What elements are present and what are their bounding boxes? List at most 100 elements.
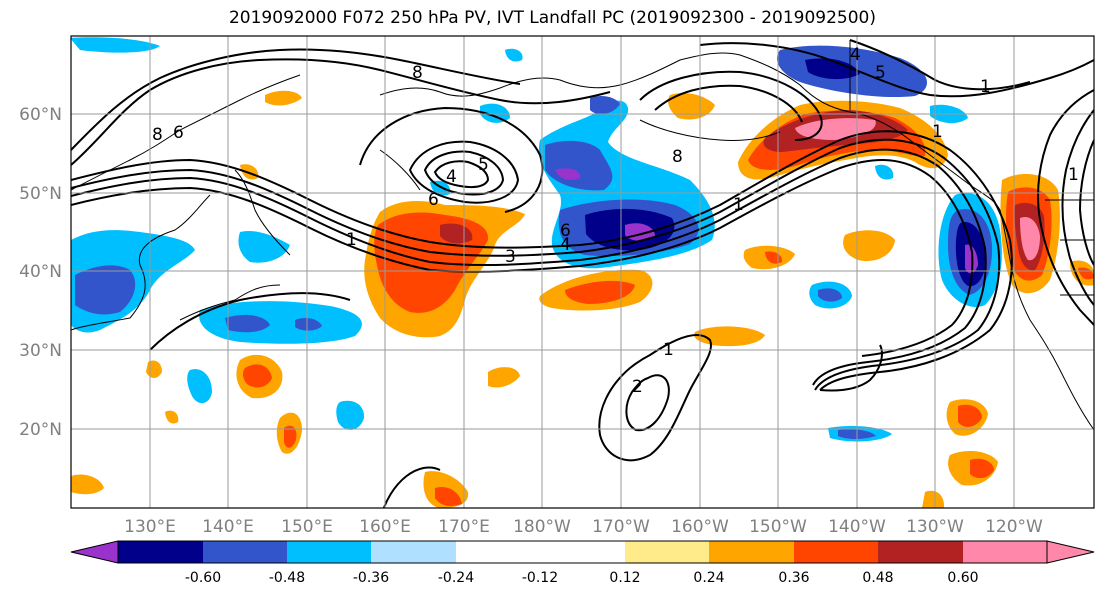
coastline — [619, 52, 851, 113]
map-title: 2019092000 F072 250 hPa PV, IVT Landfall… — [228, 8, 876, 28]
coastline — [179, 284, 281, 321]
pv-contour — [408, 140, 520, 204]
pv-contour — [71, 48, 521, 151]
colorbar-tick-label: 0.24 — [693, 570, 724, 586]
lon-label: 150°W — [749, 517, 807, 537]
anomaly-negative — [818, 288, 842, 302]
colorbar-ticks: -0.60 -0.48 -0.36 -0.24 -0.12 0.12 0.24 … — [185, 570, 979, 586]
coastline — [849, 111, 1001, 211]
pv-contour-label: 5 — [875, 63, 886, 83]
anomaly-negative — [225, 314, 270, 333]
anomaly-negative — [199, 301, 362, 344]
pv-contour-label: 3 — [505, 247, 516, 267]
pv-contour-label: 2 — [632, 377, 643, 397]
colorbar-segment — [625, 541, 709, 563]
colorbar-tick-label: -0.24 — [438, 570, 474, 586]
colorbar-segment — [540, 541, 625, 563]
anomaly-positive — [265, 90, 302, 106]
pv-contour — [1061, 109, 1094, 306]
lon-label: 170°E — [438, 517, 490, 537]
pv-contour-label: 4 — [446, 167, 457, 187]
anomaly-positive — [242, 364, 272, 388]
pv-contour-label: 4 — [850, 45, 861, 65]
colorbar-tick-label: -0.48 — [269, 570, 305, 586]
longitude-labels: 130°E 140°E 150°E 160°E 170°E 180°W 170°… — [124, 517, 1043, 537]
anomaly-positive — [165, 410, 179, 424]
colorbar-extend-min — [70, 540, 119, 564]
lon-label: 150°E — [281, 517, 333, 537]
anomaly-negative — [545, 140, 613, 191]
pv-contour-label: 1 — [346, 230, 357, 250]
pv-contour — [598, 334, 712, 462]
anomaly-positive — [958, 404, 982, 427]
pv-contour — [71, 138, 1001, 391]
pv-contour — [625, 374, 670, 432]
lat-label: 40°N — [19, 262, 62, 282]
colorbar-tick-label: 0.48 — [862, 570, 893, 586]
lat-label: 60°N — [19, 105, 62, 125]
colorbar-segment — [118, 541, 203, 563]
pv-contour — [71, 58, 611, 166]
anomaly-negative — [875, 164, 894, 180]
colorbar-tick-label: -0.36 — [353, 570, 389, 586]
pc-anomaly-shading — [71, 37, 1094, 508]
pv-contour — [1078, 139, 1094, 266]
anomaly-positive — [1020, 216, 1040, 261]
coastline — [379, 149, 421, 191]
pv-contour-label: 6 — [428, 190, 439, 210]
colorbar-segment — [287, 541, 371, 563]
anomaly-positive — [565, 280, 635, 304]
lon-label: 170°W — [592, 517, 650, 537]
map-frame — [70, 35, 1095, 509]
pv-contour-label: 5 — [478, 155, 489, 175]
lat-label: 20°N — [19, 420, 62, 440]
colorbar-segment — [794, 541, 878, 563]
anomaly-positive — [488, 367, 520, 388]
pv-contour-label: 8 — [412, 63, 423, 83]
colorbar-tick-label: -0.12 — [522, 570, 558, 586]
colorbar-segment — [371, 541, 456, 563]
lon-label: 180°W — [513, 517, 571, 537]
anomaly-negative — [555, 168, 581, 180]
colorbar-tick-label: 0.12 — [609, 570, 640, 586]
pv-contour-label: 1 — [1068, 165, 1079, 185]
anomaly-negative — [75, 265, 136, 315]
pv-contour-labels: 8 8 6 4 5 6 1 3 6 4 8 1 1 4 5 1 1 2 1 — [152, 45, 1079, 397]
anomaly-positive — [435, 486, 462, 506]
pv-contour-label: 1 — [980, 77, 991, 97]
anomaly-negative — [238, 230, 290, 263]
pv-contour — [359, 106, 544, 213]
anomaly-negative — [505, 48, 523, 62]
colorbar-tick-label: 0.36 — [778, 570, 809, 586]
anomaly-negative — [480, 103, 510, 123]
pv-contour — [819, 344, 883, 392]
pv-contour — [71, 148, 987, 386]
lon-label: 130°W — [906, 517, 964, 537]
anomaly-positive — [843, 230, 895, 262]
coastline — [999, 209, 1094, 431]
pv-contour — [423, 150, 505, 196]
colorbar-segment — [963, 541, 1047, 563]
lon-label: 130°E — [124, 517, 176, 537]
lat-label: 50°N — [19, 184, 62, 204]
pv-contour — [654, 84, 803, 123]
coastline — [379, 77, 621, 97]
pv-contour-label: 8 — [152, 125, 163, 145]
pv-contour — [149, 292, 351, 351]
anomaly-positive — [668, 93, 715, 120]
colorbar-tick-label: -0.60 — [185, 570, 221, 586]
latitude-labels: 60°N 50°N 40°N 30°N 20°N — [19, 105, 62, 440]
anomaly-positive — [970, 458, 994, 479]
anomaly-negative — [336, 400, 365, 430]
anomaly-negative — [295, 318, 322, 331]
anomaly-positive — [284, 425, 297, 448]
lon-label: 160°W — [671, 517, 729, 537]
lon-label: 160°E — [359, 517, 411, 537]
colorbar-tick-label: 0.60 — [947, 570, 978, 586]
colorbar-segment — [456, 541, 540, 563]
anomaly-positive — [694, 326, 765, 347]
pv-contour-label: 8 — [672, 147, 683, 167]
pv-contour-label: 6 — [173, 123, 184, 143]
pv-contour — [71, 130, 1013, 391]
